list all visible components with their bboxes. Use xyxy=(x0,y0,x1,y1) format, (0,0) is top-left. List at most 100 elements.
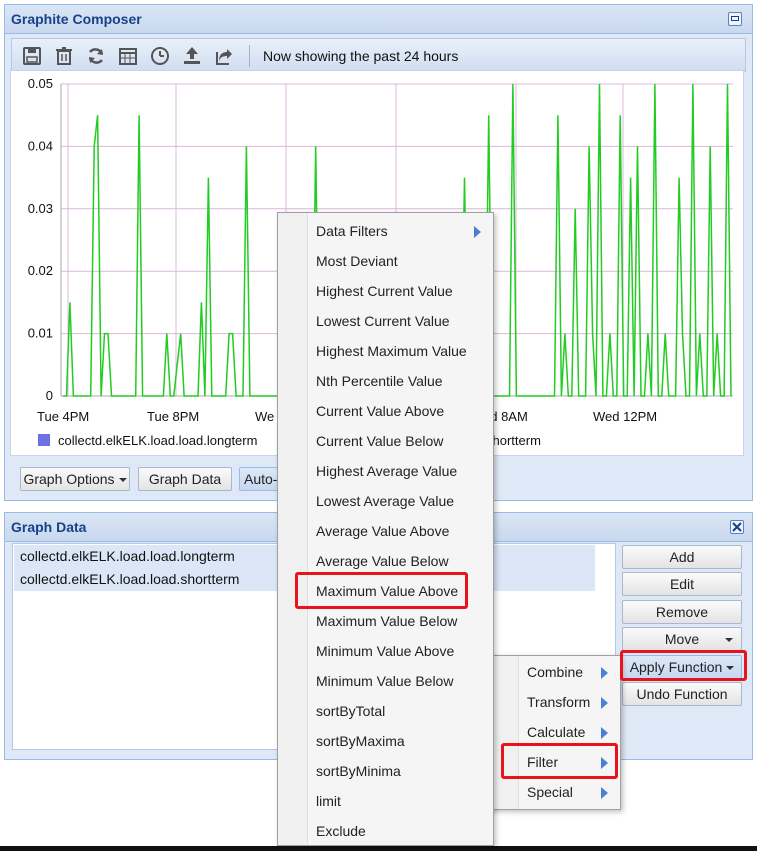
menu-item-highest-current-value[interactable]: Highest Current Value xyxy=(278,276,493,306)
y-tick-label: 0.05 xyxy=(28,76,53,91)
share-icon[interactable] xyxy=(214,46,234,66)
bottom-bar xyxy=(0,846,757,851)
menu-item-label: Nth Percentile Value xyxy=(316,373,443,389)
highlight-filter xyxy=(501,743,618,779)
menu-item-sortbyminima[interactable]: sortByMinima xyxy=(278,756,493,786)
refresh-icon[interactable] xyxy=(86,46,106,66)
target-label: collectd.elkELK.load.load.shortterm xyxy=(20,571,240,587)
graph-data-title: Graph Data xyxy=(11,519,87,535)
auto-refresh-label: Auto- xyxy=(244,471,278,487)
menu-item-lowest-average-value[interactable]: Lowest Average Value xyxy=(278,486,493,516)
menu-item-average-value-above[interactable]: Average Value Above xyxy=(278,516,493,546)
menu-item-label: Most Deviant xyxy=(316,253,398,269)
chevron-right-icon xyxy=(601,787,608,799)
menu-item-label: Transform xyxy=(527,694,591,710)
menu-item-label: Maximum Value Below xyxy=(316,613,458,629)
chevron-right-icon xyxy=(601,757,608,769)
menu-item-label: limit xyxy=(316,793,341,809)
menu-item-label: Maximum Value Above xyxy=(316,583,459,599)
menu-item-calculate[interactable]: Calculate xyxy=(489,717,620,747)
menu-item-transform[interactable]: Transform xyxy=(489,687,620,717)
menu-item-current-value-above[interactable]: Current Value Above xyxy=(278,396,493,426)
menu-item-label: Highest Average Value xyxy=(316,463,458,479)
menu-item-maximum-value-above[interactable]: Maximum Value Above xyxy=(278,576,493,606)
save-icon[interactable] xyxy=(22,46,42,66)
remove-label: Remove xyxy=(655,604,709,620)
remove-button[interactable]: Remove xyxy=(622,600,742,624)
close-icon[interactable] xyxy=(730,520,744,534)
clock-icon[interactable] xyxy=(150,46,170,66)
menu-item-label: Exclude xyxy=(316,823,366,839)
chevron-down-icon xyxy=(725,638,733,642)
menu-item-most-deviant[interactable]: Most Deviant xyxy=(278,246,493,276)
add-button[interactable]: Add xyxy=(622,545,742,569)
menu-item-label: sortByMaxima xyxy=(316,733,405,749)
menu-item-filter[interactable]: Filter xyxy=(489,747,620,777)
chevron-down-icon xyxy=(118,478,127,483)
target-label: collectd.elkELK.load.load.longterm xyxy=(20,548,235,564)
time-range-status: Now showing the past 24 hours xyxy=(263,48,459,64)
composer-header: Graphite Composer xyxy=(5,5,752,34)
undo-function-label: Undo Function xyxy=(636,686,728,702)
y-tick-label: 0 xyxy=(46,388,53,403)
menu-item-maximum-value-below[interactable]: Maximum Value Below xyxy=(278,606,493,636)
menu-item-label: Filter xyxy=(527,754,559,770)
menu-item-minimum-value-below[interactable]: Minimum Value Below xyxy=(278,666,493,696)
menu-item-data-filters[interactable]: Data Filters xyxy=(278,216,493,246)
edit-button[interactable]: Edit xyxy=(622,572,742,596)
menu-item-label: Lowest Current Value xyxy=(316,313,450,329)
menu-item-label: sortByMinima xyxy=(316,763,401,779)
legend-label-shortterm: shortterm xyxy=(486,433,541,448)
x-tick-label: ed 8AM xyxy=(483,409,528,424)
apply-function-label: Apply Function xyxy=(629,659,723,675)
menu-item-minimum-value-above[interactable]: Minimum Value Above xyxy=(278,636,493,666)
menu-item-label: Average Value Above xyxy=(316,523,450,539)
highlight-maximum-value-above xyxy=(295,572,468,609)
y-tick-label: 0.02 xyxy=(28,263,53,278)
y-tick-label: 0.03 xyxy=(28,201,53,216)
graph-data-button[interactable]: Graph Data xyxy=(138,467,232,491)
menu-item-sortbytotal[interactable]: sortByTotal xyxy=(278,696,493,726)
legend-label-longterm: collectd.elkELK.load.load.longterm xyxy=(58,433,257,448)
menu-item-nth-percentile-value[interactable]: Nth Percentile Value xyxy=(278,366,493,396)
legend-swatch-longterm xyxy=(38,434,50,446)
graph-options-button[interactable]: Graph Options xyxy=(20,467,130,491)
menu-item-label: sortByTotal xyxy=(316,703,386,719)
chevron-right-icon xyxy=(601,667,608,679)
composer-toolbar: Now showing the past 24 hours xyxy=(11,38,746,72)
menu-item-label: Calculate xyxy=(527,724,586,740)
menu-item-label: Data Filters xyxy=(316,223,388,239)
menu-item-label: Lowest Average Value xyxy=(316,493,455,509)
x-tick-label: Tue 8PM xyxy=(147,409,199,424)
menu-item-special[interactable]: Special xyxy=(489,777,620,807)
undo-function-button[interactable]: Undo Function xyxy=(622,682,742,706)
add-label: Add xyxy=(669,549,695,565)
menu-item-current-value-below[interactable]: Current Value Below xyxy=(278,426,493,456)
menu-item-label: Combine xyxy=(527,664,584,680)
composer-title: Graphite Composer xyxy=(11,11,142,27)
x-tick-label: Tue 4PM xyxy=(37,409,89,424)
menu-item-label: Special xyxy=(527,784,573,800)
toolbar-separator xyxy=(249,45,250,67)
collapse-icon[interactable] xyxy=(728,12,742,26)
move-button[interactable]: Move xyxy=(622,627,742,651)
upload-icon[interactable] xyxy=(182,46,202,66)
graph-options-label: Graph Options xyxy=(23,471,115,487)
menu-item-lowest-current-value[interactable]: Lowest Current Value xyxy=(278,306,493,336)
menu-item-limit[interactable]: limit xyxy=(278,786,493,816)
menu-item-label: Minimum Value Below xyxy=(316,673,454,689)
menu-item-combine[interactable]: Combine xyxy=(489,657,620,687)
menu-item-exclude[interactable]: Exclude xyxy=(278,816,493,846)
menu-item-highest-average-value[interactable]: Highest Average Value xyxy=(278,456,493,486)
calendar-icon[interactable] xyxy=(118,46,138,66)
menu-item-average-value-below[interactable]: Average Value Below xyxy=(278,546,493,576)
highlight-apply-function xyxy=(620,650,747,681)
function-menu: Combine Transform Calculate Filter Speci… xyxy=(488,655,621,810)
menu-item-label: Current Value Below xyxy=(316,433,444,449)
chevron-right-icon xyxy=(601,697,608,709)
menu-item-label: Average Value Below xyxy=(316,553,449,569)
menu-item-sortbymaxima[interactable]: sortByMaxima xyxy=(278,726,493,756)
trash-icon[interactable] xyxy=(54,46,74,66)
y-tick-label: 0.04 xyxy=(28,138,53,153)
menu-item-highest-maximum-value[interactable]: Highest Maximum Value xyxy=(278,336,493,366)
